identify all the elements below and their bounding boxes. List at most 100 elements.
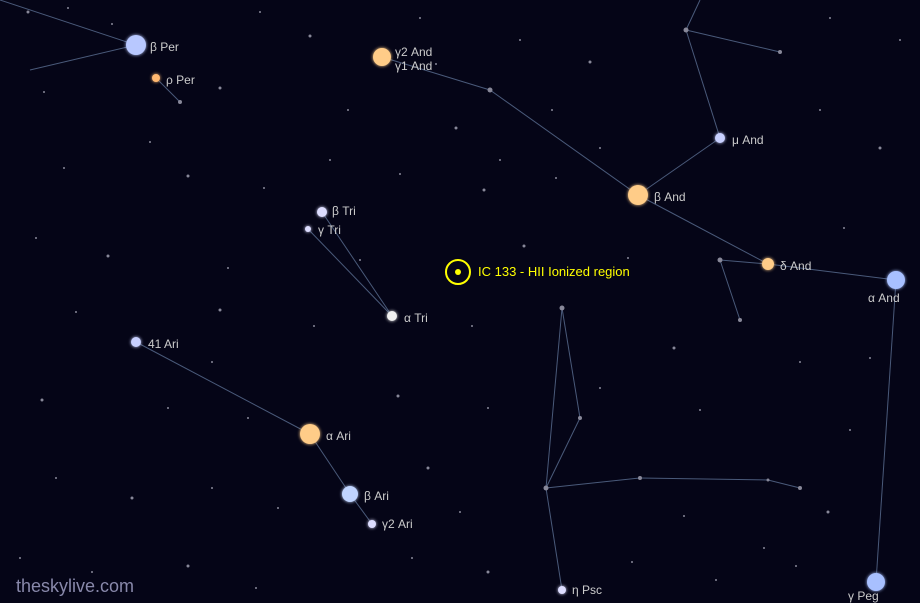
faint-star bbox=[767, 479, 770, 482]
faint-star bbox=[578, 416, 582, 420]
faint-star bbox=[455, 127, 458, 130]
faint-star bbox=[631, 561, 633, 563]
faint-star bbox=[211, 361, 213, 363]
faint-star bbox=[488, 88, 493, 93]
constellation-lines-layer bbox=[0, 0, 920, 600]
star-label: γ1 And bbox=[395, 59, 432, 73]
faint-star bbox=[638, 476, 642, 480]
faint-star bbox=[843, 227, 845, 229]
constellation-line bbox=[640, 478, 768, 480]
faint-star bbox=[683, 515, 685, 517]
faint-star bbox=[107, 255, 110, 258]
faint-star bbox=[798, 486, 802, 490]
named-star bbox=[762, 258, 774, 270]
faint-star bbox=[673, 347, 676, 350]
faint-star bbox=[795, 565, 797, 567]
faint-star bbox=[259, 11, 261, 13]
watermark: theskylive.com bbox=[16, 576, 134, 597]
named-star bbox=[373, 48, 391, 66]
faint-star bbox=[435, 63, 437, 65]
faint-star bbox=[684, 28, 689, 33]
faint-star bbox=[309, 35, 312, 38]
faint-star bbox=[715, 579, 717, 581]
faint-star bbox=[487, 407, 489, 409]
named-star bbox=[317, 207, 327, 217]
constellation-line bbox=[310, 434, 350, 494]
faint-star bbox=[111, 23, 113, 25]
faint-star bbox=[313, 325, 315, 327]
faint-star bbox=[487, 571, 490, 574]
faint-star bbox=[359, 259, 361, 261]
faint-star bbox=[551, 109, 553, 111]
faint-star bbox=[219, 87, 222, 90]
faint-star bbox=[35, 237, 37, 239]
named-star bbox=[368, 520, 376, 528]
constellation-line bbox=[136, 342, 310, 434]
faint-star bbox=[131, 497, 134, 500]
faint-star bbox=[799, 361, 801, 363]
star-label: β And bbox=[654, 190, 686, 204]
faint-star bbox=[849, 429, 851, 431]
constellation-line bbox=[686, 0, 700, 30]
faint-star bbox=[149, 141, 151, 143]
faint-star bbox=[187, 175, 190, 178]
star-label: γ2 And bbox=[395, 45, 432, 59]
faint-star bbox=[41, 399, 44, 402]
faint-star bbox=[763, 547, 765, 549]
constellation-line bbox=[546, 308, 562, 488]
faint-star bbox=[277, 507, 279, 509]
faint-star bbox=[829, 17, 831, 19]
constellation-line bbox=[686, 30, 720, 138]
named-star bbox=[152, 74, 160, 82]
star-label: α And bbox=[868, 291, 900, 305]
faint-star bbox=[227, 267, 229, 269]
faint-star bbox=[599, 147, 601, 149]
faint-star bbox=[499, 159, 501, 161]
star-label: β Tri bbox=[332, 204, 356, 218]
star-label: ρ Per bbox=[166, 73, 195, 87]
named-star bbox=[300, 424, 320, 444]
constellation-line bbox=[768, 480, 800, 488]
star-label: α Ari bbox=[326, 429, 351, 443]
constellation-line bbox=[686, 30, 780, 52]
faint-star bbox=[219, 309, 222, 312]
constellation-line bbox=[876, 280, 896, 582]
constellation-line bbox=[638, 195, 768, 264]
named-star bbox=[126, 35, 146, 55]
faint-star bbox=[399, 173, 401, 175]
faint-star bbox=[411, 557, 413, 559]
faint-star bbox=[718, 258, 723, 263]
constellation-line bbox=[720, 260, 740, 320]
faint-star bbox=[397, 395, 400, 398]
constellation-line bbox=[308, 229, 392, 316]
faint-star bbox=[75, 311, 77, 313]
star-label: γ Peg bbox=[848, 589, 879, 603]
faint-star bbox=[827, 511, 830, 514]
constellation-line bbox=[720, 260, 768, 264]
faint-star bbox=[211, 487, 213, 489]
target-dot bbox=[455, 269, 461, 275]
named-star bbox=[342, 486, 358, 502]
faint-star bbox=[419, 17, 421, 19]
faint-star bbox=[43, 91, 45, 93]
star-label: 41 Ari bbox=[148, 337, 179, 351]
named-star bbox=[131, 337, 141, 347]
constellation-line bbox=[562, 308, 580, 418]
faint-star bbox=[899, 39, 901, 41]
star-label: μ And bbox=[732, 133, 764, 147]
star-label: η Psc bbox=[572, 583, 602, 597]
named-star bbox=[305, 226, 311, 232]
faint-star bbox=[869, 357, 871, 359]
faint-star bbox=[879, 147, 882, 150]
star-label: β Per bbox=[150, 40, 179, 54]
faint-star bbox=[778, 50, 782, 54]
star-label: γ2 Ari bbox=[382, 517, 413, 531]
faint-star bbox=[627, 257, 629, 259]
named-star bbox=[387, 311, 397, 321]
faint-star bbox=[560, 306, 565, 311]
faint-star bbox=[255, 587, 257, 589]
constellation-line bbox=[546, 418, 580, 488]
faint-star bbox=[589, 61, 592, 64]
constellation-line bbox=[638, 138, 720, 195]
faint-star bbox=[555, 177, 557, 179]
